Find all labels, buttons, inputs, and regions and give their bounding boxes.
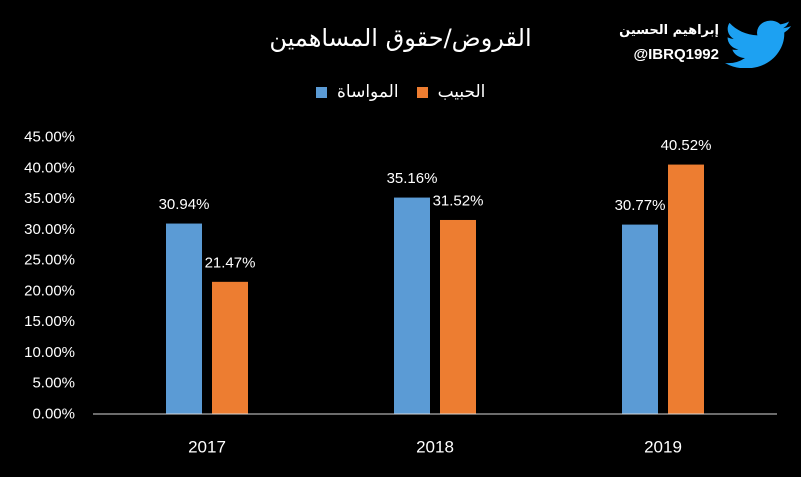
bar-2018-series-1 — [394, 198, 430, 414]
y-tick-label: 20.00% — [24, 282, 75, 299]
data-label-2018-series-2: 31.52% — [433, 192, 484, 209]
x-tick-label-2018: 2018 — [416, 438, 454, 457]
y-tick-label: 5.00% — [32, 375, 75, 392]
bar-2017-series-2 — [212, 282, 248, 414]
bar-2017-series-1 — [166, 224, 202, 414]
data-label-2018-series-1: 35.16% — [387, 170, 438, 187]
bar-2018-series-2 — [440, 220, 476, 414]
y-tick-label: 15.00% — [24, 313, 75, 330]
y-tick-label: 45.00% — [24, 129, 75, 146]
y-tick-label: 0.00% — [32, 406, 75, 423]
y-tick-label: 40.00% — [24, 159, 75, 176]
data-label-2019-series-1: 30.77% — [615, 197, 666, 214]
x-axis-category-labels: 2017 2018 2019 — [188, 438, 682, 457]
x-tick-label-2019: 2019 — [644, 438, 682, 457]
data-label-2019-series-2: 40.52% — [661, 137, 712, 154]
x-tick-label-2017: 2017 — [188, 438, 226, 457]
y-tick-label: 35.00% — [24, 190, 75, 207]
data-label-2017-series-2: 21.47% — [205, 254, 256, 271]
data-label-2017-series-1: 30.94% — [159, 196, 210, 213]
y-axis-tick-labels: 0.00% 5.00% 10.00% 15.00% 20.00% 25.00% 30.00%… — [24, 129, 75, 423]
bar-2019-series-2 — [668, 165, 704, 414]
y-tick-label: 30.00% — [24, 221, 75, 238]
y-tick-label: 10.00% — [24, 344, 75, 361]
y-tick-label: 25.00% — [24, 252, 75, 269]
bar-2019-series-1 — [622, 225, 658, 414]
